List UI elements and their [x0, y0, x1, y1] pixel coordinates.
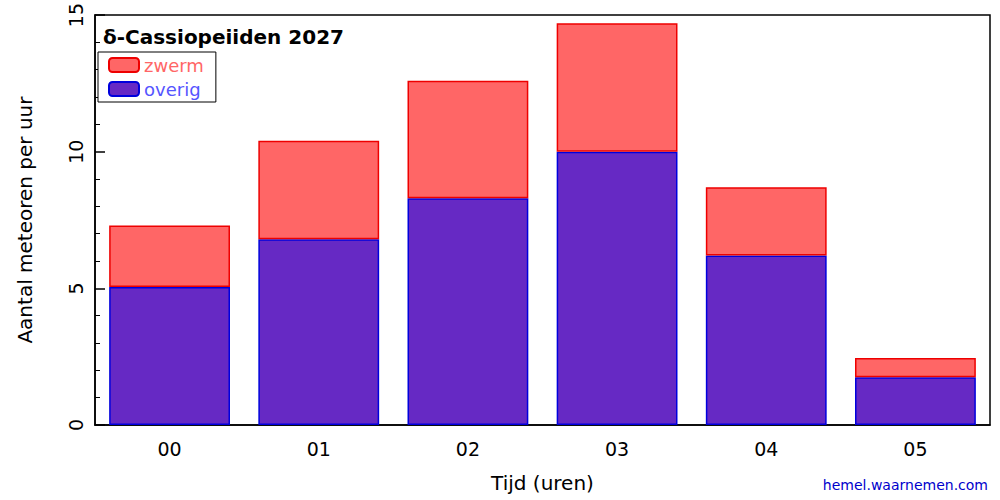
svg-text:05: 05 [903, 438, 927, 460]
svg-text:10: 10 [65, 140, 87, 164]
svg-text:5: 5 [65, 282, 87, 294]
svg-text:Aantal meteoren per uur: Aantal meteoren per uur [13, 96, 37, 344]
svg-text:Tijd (uren): Tijd (uren) [490, 471, 594, 495]
svg-text:0: 0 [65, 419, 87, 431]
svg-text:overig: overig [144, 79, 201, 100]
svg-text:02: 02 [456, 438, 480, 460]
svg-text:hemel.waarnemen.com: hemel.waarnemen.com [823, 477, 988, 493]
svg-text:15: 15 [65, 3, 87, 27]
svg-text:00: 00 [157, 438, 181, 460]
svg-text:δ-Cassiopeiiden 2027: δ-Cassiopeiiden 2027 [103, 25, 344, 49]
svg-text:01: 01 [307, 438, 331, 460]
svg-text:zwerm: zwerm [144, 55, 204, 76]
svg-text:03: 03 [605, 438, 629, 460]
svg-text:04: 04 [754, 438, 778, 460]
